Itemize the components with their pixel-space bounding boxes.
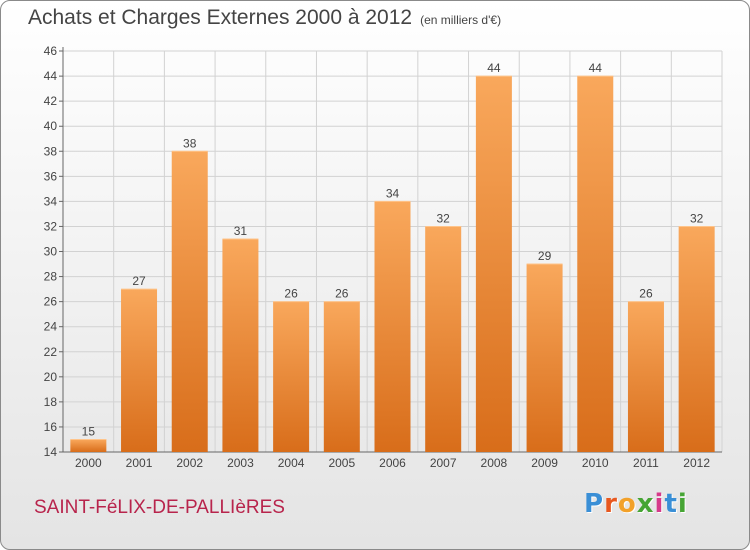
data-label: 32 bbox=[690, 211, 704, 225]
bar bbox=[323, 301, 360, 452]
x-tick-label: 2003 bbox=[227, 456, 254, 470]
x-tick-label: 2004 bbox=[278, 456, 305, 470]
y-tick-label: 34 bbox=[44, 194, 58, 208]
bar bbox=[425, 226, 462, 452]
commune-name: SAINT-FéLIX-DE-PALLIèRES bbox=[34, 497, 285, 518]
data-label: 31 bbox=[234, 224, 248, 238]
data-label: 32 bbox=[437, 211, 451, 225]
logo-letter: o bbox=[617, 489, 637, 519]
y-tick-label: 42 bbox=[44, 94, 58, 108]
logo-letter: x bbox=[636, 489, 655, 519]
y-tick-label: 46 bbox=[44, 44, 58, 58]
data-label: 15 bbox=[82, 424, 96, 438]
logo-letter: i bbox=[677, 489, 688, 519]
data-label: 26 bbox=[639, 287, 653, 301]
y-tick-label: 30 bbox=[44, 245, 58, 259]
data-label: 27 bbox=[132, 274, 146, 288]
y-tick-label: 44 bbox=[44, 69, 58, 83]
x-tick-label: 2002 bbox=[176, 456, 203, 470]
bar bbox=[374, 201, 411, 452]
bar bbox=[678, 226, 715, 452]
y-tick-label: 40 bbox=[44, 119, 58, 133]
axes: 14 16 18 20 22 24 26 28 30 32 34 36 38 40 42 44 46 2000 20… bbox=[44, 44, 722, 470]
bar bbox=[222, 238, 259, 452]
chart-unit: (en milliers d'€) bbox=[420, 13, 502, 27]
bars bbox=[70, 75, 715, 452]
bar bbox=[273, 301, 310, 452]
y-tick-label: 18 bbox=[44, 395, 58, 409]
y-tick-label: 26 bbox=[44, 295, 58, 309]
x-tick-label: 2012 bbox=[683, 456, 710, 470]
logo-letter: P bbox=[584, 489, 605, 519]
x-tick-label: 2000 bbox=[75, 456, 102, 470]
y-tick-label: 38 bbox=[44, 144, 58, 158]
bar bbox=[70, 439, 107, 452]
logo-letter: r bbox=[604, 489, 618, 519]
chart-title: Achats et Charges Externes 2000 à 2012 (e… bbox=[28, 6, 501, 30]
data-label: 44 bbox=[589, 61, 603, 75]
data-label: 26 bbox=[335, 287, 349, 301]
bar bbox=[577, 76, 614, 452]
x-tick-label: 2009 bbox=[531, 456, 558, 470]
data-label: 38 bbox=[183, 136, 197, 150]
x-tick-label: 2011 bbox=[633, 456, 659, 470]
y-tick-label: 20 bbox=[44, 370, 58, 384]
data-label: 29 bbox=[538, 249, 552, 263]
bar bbox=[171, 151, 208, 452]
y-tick-label: 28 bbox=[44, 270, 58, 284]
proxiti-logo: Proxiti bbox=[584, 489, 688, 519]
logo-letter: t bbox=[664, 489, 678, 519]
data-labels: 15 27 38 31 26 26 34 32 44 29 44 26 32 bbox=[82, 61, 704, 438]
y-tick-label: 24 bbox=[44, 320, 58, 334]
logo-letter: i bbox=[654, 489, 665, 519]
data-label: 26 bbox=[284, 287, 298, 301]
data-label: 34 bbox=[386, 186, 400, 200]
x-tick-label: 2008 bbox=[481, 456, 508, 470]
y-tick-label: 22 bbox=[44, 345, 58, 359]
x-tick-label: 2006 bbox=[379, 456, 406, 470]
x-tick-label: 2005 bbox=[328, 456, 355, 470]
x-tick-label: 2007 bbox=[430, 456, 457, 470]
y-tick-label: 16 bbox=[44, 420, 58, 434]
y-tick-label: 36 bbox=[44, 169, 58, 183]
y-tick-label: 14 bbox=[44, 445, 58, 459]
x-tick-label: 2001 bbox=[126, 456, 153, 470]
bar bbox=[526, 264, 563, 452]
x-tick-label: 2010 bbox=[582, 456, 609, 470]
bar bbox=[627, 301, 664, 452]
data-label: 44 bbox=[487, 61, 501, 75]
chart-title-text: Achats et Charges Externes 2000 à 2012 bbox=[28, 6, 413, 29]
bar bbox=[121, 289, 158, 452]
y-tick-label: 32 bbox=[44, 219, 58, 233]
bar bbox=[475, 76, 512, 452]
